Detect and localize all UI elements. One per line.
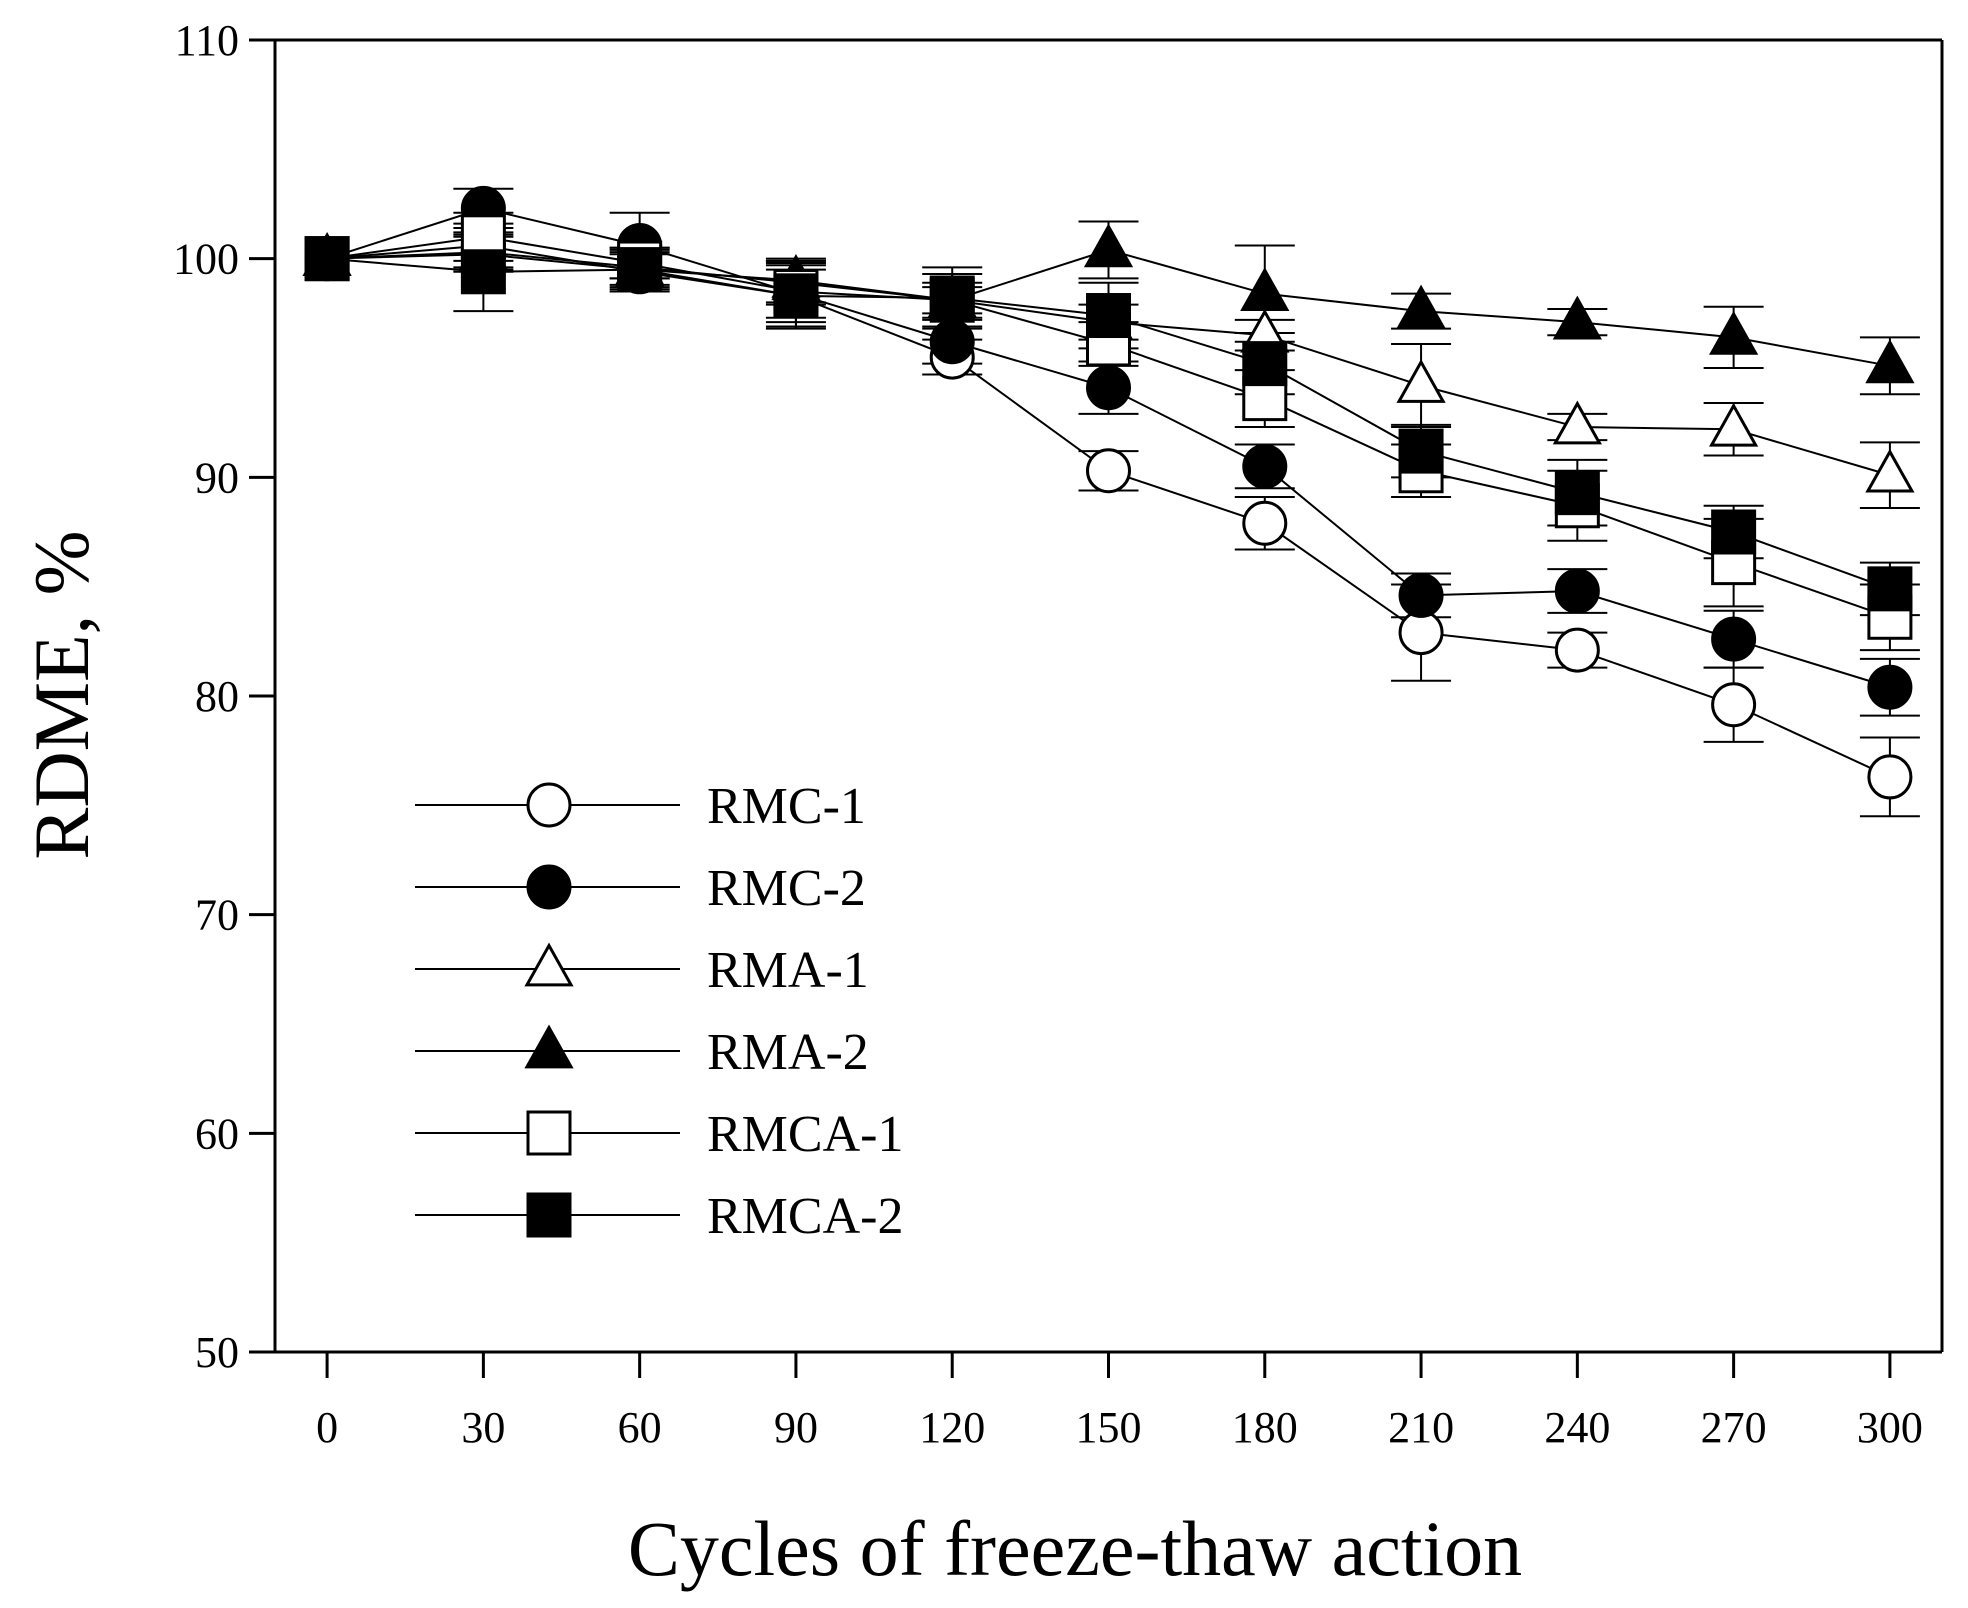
y-tick-label: 80 [195, 672, 239, 721]
data-point [1552, 295, 1602, 340]
data-point [1552, 400, 1602, 445]
y-axis-title: RDME, % [18, 530, 105, 859]
legend-marker [524, 942, 574, 987]
data-point [1711, 682, 1757, 728]
x-axis-title: Cycles of freeze-thaw action [628, 1505, 1522, 1592]
legend-label: RMCA-2 [707, 1188, 903, 1245]
legend-entry: RMC-2 [415, 860, 866, 917]
data-point [1709, 402, 1759, 447]
data-point [1086, 448, 1131, 494]
x-tick-label: 90 [774, 1403, 818, 1452]
legend-marker [526, 864, 572, 910]
legend-label: RMA-1 [707, 942, 869, 999]
y-tick-label: 50 [195, 1328, 239, 1377]
legend-entry: RMA-2 [415, 1024, 869, 1081]
series-rmca-2-points [304, 236, 1913, 612]
legend-entry: RMC-1 [415, 778, 866, 835]
data-point [1867, 664, 1913, 710]
data-point [1711, 616, 1757, 662]
x-tick-label: 120 [919, 1403, 985, 1452]
data-point [1398, 428, 1444, 474]
data-point [1709, 310, 1759, 355]
data-point [1554, 470, 1600, 516]
data-point [1867, 566, 1913, 612]
data-point [1242, 443, 1288, 489]
data-point [1865, 339, 1915, 384]
data-point [929, 275, 975, 321]
legend-marker [526, 1110, 572, 1156]
data-point [1554, 627, 1600, 673]
data-point [1086, 293, 1131, 339]
data-point [1865, 448, 1915, 493]
legend-marker [526, 782, 572, 828]
legend-label: RMA-2 [707, 1024, 869, 1081]
data-point [460, 249, 506, 295]
legend-entry: RMCA-1 [415, 1106, 903, 1163]
x-tick-label: 300 [1857, 1403, 1923, 1452]
y-tick-label: 100 [173, 235, 239, 284]
data-point [1398, 572, 1444, 618]
x-tick-label: 180 [1232, 1403, 1298, 1452]
data-point [1240, 267, 1290, 312]
data-point [1242, 341, 1288, 387]
y-tick-label: 60 [195, 1109, 239, 1158]
x-tick-label: 60 [618, 1403, 662, 1452]
y-tick-label: 70 [195, 891, 239, 940]
x-tick-label: 210 [1388, 1403, 1454, 1452]
legend-label: RMC-1 [707, 778, 866, 835]
data-point [1554, 568, 1600, 614]
axes: 50 60 70 80 90 100 110 0 30 60 90 120 150 180 210 240 27… [173, 16, 1944, 1452]
data-point [1083, 223, 1134, 268]
x-tick-label: 270 [1701, 1403, 1767, 1452]
legend-marker [526, 1192, 572, 1238]
legend-marker [524, 1024, 574, 1069]
x-tick-label: 0 [316, 1403, 338, 1452]
data-point [1396, 358, 1446, 403]
legend-entry: RMA-1 [415, 942, 869, 999]
x-tick-label: 150 [1076, 1403, 1142, 1452]
y-tick-label: 110 [175, 16, 239, 65]
data-point [1711, 509, 1757, 555]
series-layer [302, 185, 1920, 818]
x-tick-label: 30 [461, 1403, 505, 1452]
x-tick-label: 240 [1544, 1403, 1610, 1452]
legend-entry: RMCA-2 [415, 1188, 903, 1245]
data-point [1396, 284, 1446, 329]
data-point [304, 236, 350, 282]
data-point [1867, 754, 1913, 800]
y-tick-label: 90 [195, 453, 239, 502]
data-point [1242, 500, 1288, 546]
legend-label: RMCA-1 [707, 1106, 903, 1163]
data-point [929, 319, 975, 365]
data-point [617, 247, 663, 293]
legend: RMC-1 RMC-2 RMA-1 RMA-2 RMCA-1 RMCA-2 [415, 778, 903, 1245]
data-point [1086, 365, 1131, 411]
legend-label: RMC-2 [707, 860, 866, 917]
data-point [773, 273, 819, 319]
